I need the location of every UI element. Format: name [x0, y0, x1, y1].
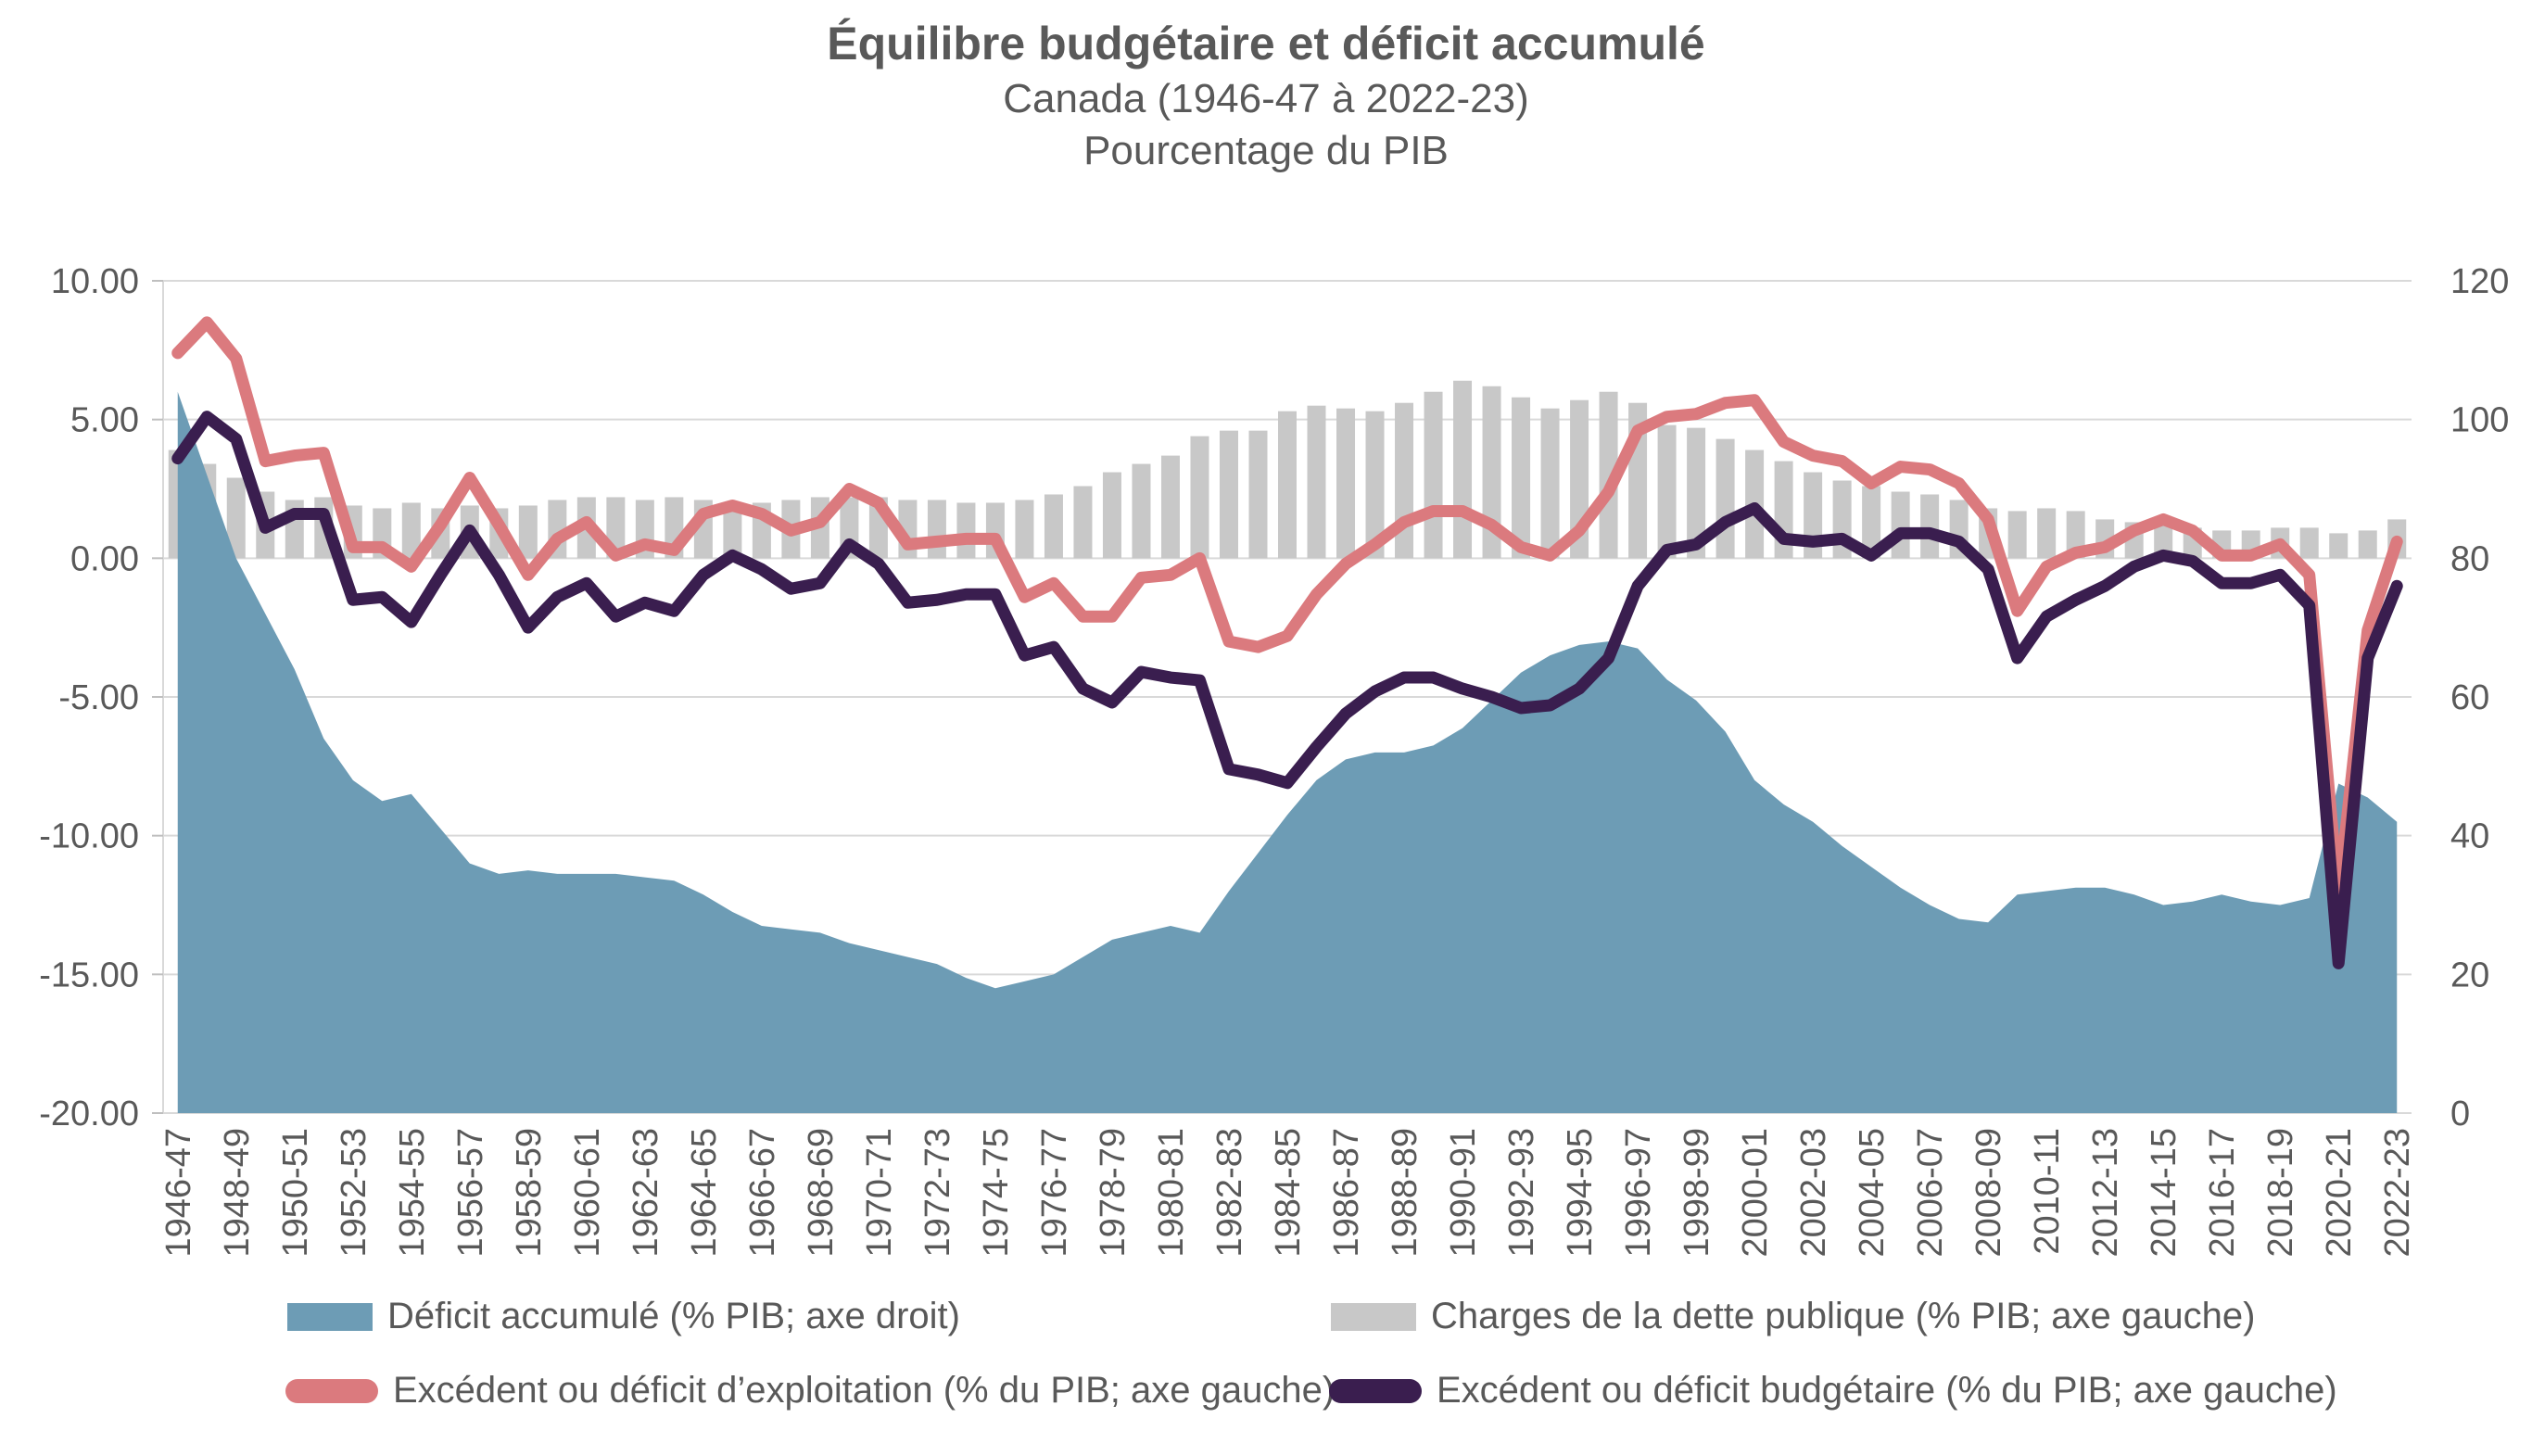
svg-text:1958-59: 1958-59: [510, 1128, 549, 1257]
debt-charges-bars: [168, 380, 2407, 559]
legend-label-debt-charges: Charges de la dette publique (% PIB; axe…: [1431, 1296, 2256, 1336]
x-axis-tick-labels: 1946-47 1948-49 1950-51 1952-53 1954-55 1956-…: [159, 1128, 2417, 1257]
line-swatch-icon: [1329, 1378, 1422, 1403]
svg-text:1994-95: 1994-95: [1561, 1128, 1600, 1257]
accumulated-deficit-area: [177, 391, 2398, 1113]
svg-text:1992-93: 1992-93: [1502, 1128, 1541, 1257]
legend-item-accumulated-deficit: Déficit accumulé (% PIB; axe droit): [287, 1296, 960, 1337]
svg-text:-15.00: -15.00: [39, 956, 139, 994]
operating-balance-line: [171, 316, 2403, 904]
svg-text:40: 40: [2450, 817, 2489, 856]
legend-item-debt-charges: Charges de la dette publique (% PIB; axe…: [1331, 1296, 2255, 1337]
svg-text:10.00: 10.00: [51, 262, 139, 301]
svg-text:2012-13: 2012-13: [2086, 1128, 2125, 1257]
svg-text:-10.00: -10.00: [39, 817, 139, 856]
svg-text:1962-63: 1962-63: [627, 1128, 665, 1257]
chart-subtitle: Canada (1946-47 à 2022-23): [1003, 76, 1529, 121]
svg-text:2014-15: 2014-15: [2145, 1128, 2184, 1257]
svg-text:-5.00: -5.00: [58, 678, 139, 717]
svg-text:1970-71: 1970-71: [860, 1128, 899, 1257]
svg-text:20: 20: [2450, 956, 2489, 994]
legend-item-operating-balance: Excédent ou déficit d’exploitation (% du…: [285, 1370, 1335, 1412]
svg-text:1996-97: 1996-97: [1619, 1128, 1658, 1257]
svg-text:1964-65: 1964-65: [685, 1128, 724, 1257]
svg-text:2018-19: 2018-19: [2261, 1128, 2300, 1257]
chart-units-label: Pourcentage du PIB: [1083, 128, 1449, 173]
svg-text:1984-85: 1984-85: [1269, 1128, 1308, 1257]
svg-text:1948-49: 1948-49: [218, 1128, 257, 1257]
svg-text:2016-17: 2016-17: [2203, 1128, 2242, 1257]
line-swatch-icon: [285, 1378, 378, 1403]
legend-label-operating-balance: Excédent ou déficit d’exploitation (% du…: [393, 1370, 1336, 1411]
svg-text:100: 100: [2450, 401, 2509, 440]
svg-text:2004-05: 2004-05: [1853, 1128, 1892, 1257]
svg-text:1954-55: 1954-55: [393, 1128, 432, 1257]
svg-text:1998-99: 1998-99: [1677, 1128, 1716, 1257]
svg-text:2000-01: 2000-01: [1736, 1128, 1775, 1257]
svg-text:1974-75: 1974-75: [977, 1128, 1016, 1257]
svg-text:1972-73: 1972-73: [918, 1128, 957, 1257]
svg-text:1956-57: 1956-57: [451, 1128, 490, 1257]
area-swatch-icon: [287, 1302, 373, 1331]
svg-text:120: 120: [2450, 262, 2509, 301]
svg-text:5.00: 5.00: [70, 401, 139, 440]
chart-title: Équilibre budgétaire et déficit accumulé: [827, 18, 1705, 70]
svg-text:1980-81: 1980-81: [1152, 1128, 1191, 1257]
left-axis-tick-labels: 10.00 5.00 0.00 -5.00 -10.00 -15.00 -20.00: [39, 262, 139, 1133]
right-axis-tick-labels: 120 100 80 60 40 20 0: [2450, 262, 2509, 1133]
svg-text:0: 0: [2450, 1095, 2470, 1133]
legend-label-budgetary-balance: Excédent ou déficit budgétaire (% du PIB…: [1437, 1370, 2337, 1411]
legend-item-budgetary-balance: Excédent ou déficit budgétaire (% du PIB…: [1329, 1370, 2337, 1412]
svg-text:1968-69: 1968-69: [802, 1128, 841, 1257]
svg-text:1978-79: 1978-79: [1094, 1128, 1133, 1257]
svg-text:60: 60: [2450, 678, 2489, 717]
svg-text:1976-77: 1976-77: [1035, 1128, 1074, 1257]
svg-text:1960-61: 1960-61: [568, 1128, 607, 1257]
bar-swatch-icon: [1331, 1302, 1416, 1331]
svg-text:1990-91: 1990-91: [1444, 1128, 1483, 1257]
svg-text:2002-03: 2002-03: [1794, 1128, 1833, 1257]
svg-text:2020-21: 2020-21: [2320, 1128, 2359, 1257]
svg-text:-20.00: -20.00: [39, 1095, 139, 1133]
budgetary-balance-line: [171, 411, 2403, 969]
svg-text:1966-67: 1966-67: [743, 1128, 782, 1257]
svg-text:2006-07: 2006-07: [1911, 1128, 1950, 1257]
svg-text:80: 80: [2450, 539, 2489, 578]
svg-text:0.00: 0.00: [70, 539, 139, 578]
svg-text:1952-53: 1952-53: [335, 1128, 373, 1257]
svg-text:1986-87: 1986-87: [1327, 1128, 1366, 1257]
svg-text:1950-51: 1950-51: [276, 1128, 315, 1257]
svg-text:2022-23: 2022-23: [2378, 1128, 2417, 1257]
svg-text:2008-09: 2008-09: [1969, 1128, 2008, 1257]
svg-text:2010-11: 2010-11: [2028, 1128, 2067, 1255]
legend-label-accumulated-deficit: Déficit accumulé (% PIB; axe droit): [387, 1296, 960, 1336]
svg-text:1946-47: 1946-47: [159, 1128, 198, 1257]
svg-text:1988-89: 1988-89: [1386, 1128, 1424, 1257]
svg-text:1982-83: 1982-83: [1210, 1128, 1249, 1257]
